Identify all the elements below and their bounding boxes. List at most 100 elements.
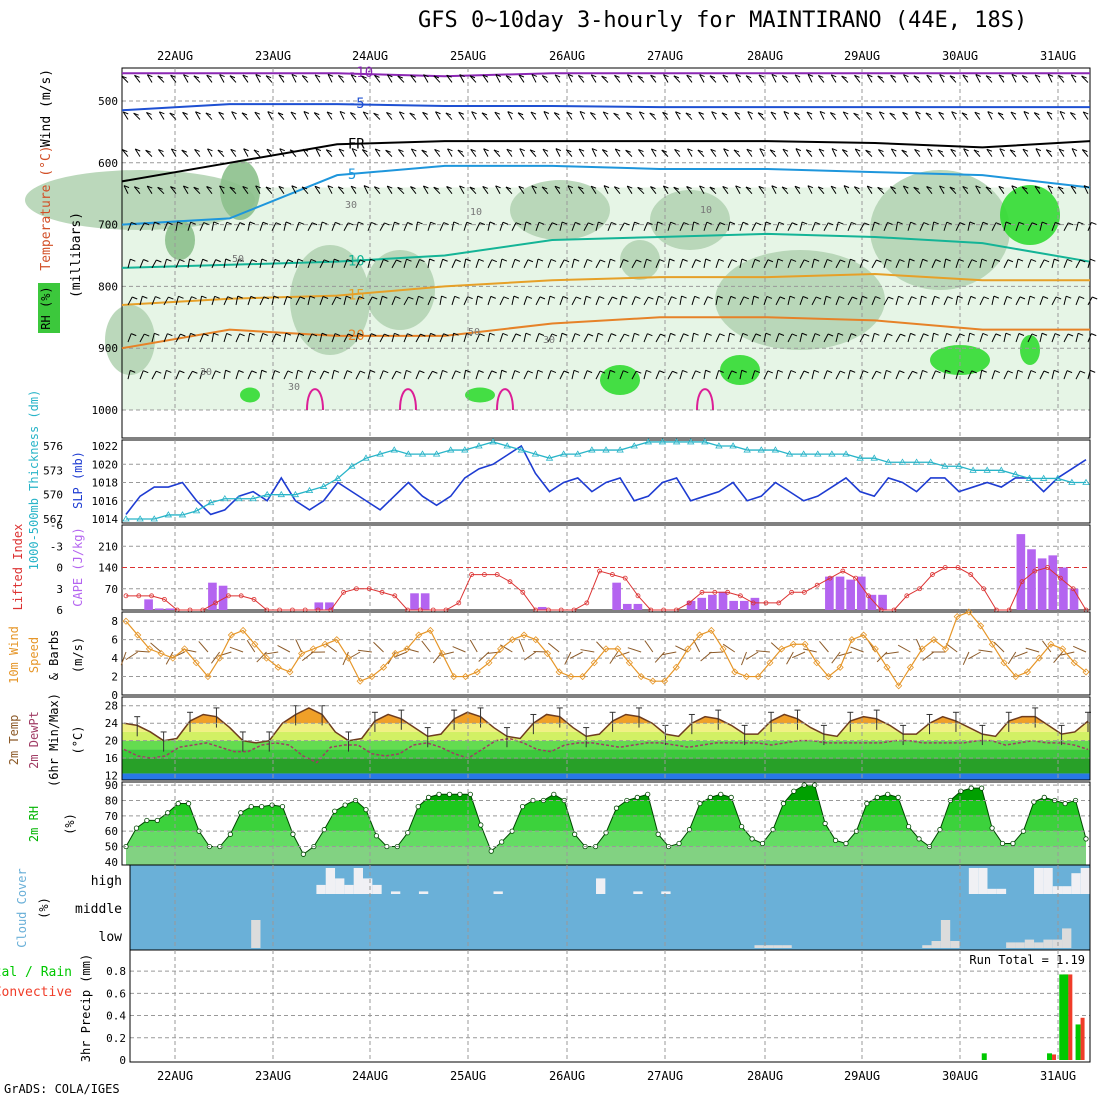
wind-barb-flag [129, 369, 136, 373]
wind-barb-flag [975, 74, 981, 77]
wind-barb [727, 221, 731, 231]
wind-barb-flag [482, 74, 489, 78]
wind-barb [206, 74, 213, 83]
wind-barb-flag [429, 258, 435, 262]
wind-barb-flag [599, 370, 606, 374]
thickness-marker [489, 438, 497, 445]
wind10-axis-label-2: Speed [27, 637, 41, 673]
wind-barb-flag [334, 333, 341, 337]
lifted-index-marker [622, 575, 628, 581]
wind-barb-flag [255, 185, 261, 189]
wind-barb [583, 296, 587, 306]
wind-barb [481, 112, 489, 120]
wind-barb-flag [683, 333, 689, 337]
wind-barb [278, 74, 285, 83]
wind-barb-flag [790, 258, 797, 262]
wind-barb [967, 296, 972, 306]
wind-barb-flag [862, 295, 868, 299]
wind-barb [463, 333, 468, 343]
wind-barb-flag [673, 186, 679, 190]
wind-barb-flag [303, 111, 310, 114]
rh-marker [467, 791, 473, 797]
wind-barb [1057, 186, 1065, 195]
wind-barb [1015, 296, 1021, 306]
lifted-index-marker [494, 572, 500, 577]
cloud-low-bar [940, 920, 951, 948]
wind-barb-flag [674, 148, 680, 152]
wind-barb [235, 296, 239, 306]
wind-barb-10m [373, 641, 384, 653]
wind-barb-flag [483, 148, 489, 152]
wind-barb-flag [587, 333, 594, 337]
wind-barb [715, 333, 721, 343]
wind-barb [1035, 148, 1041, 157]
wind-barb-flag [659, 370, 665, 374]
wind-barb-flag [563, 370, 570, 374]
wind-barb-flag [455, 370, 461, 374]
wind-barb-flag [877, 75, 883, 79]
wind-barb-flag [1071, 74, 1077, 78]
isotherm-label: -10 [348, 65, 373, 81]
wind-barb-flag [242, 74, 249, 78]
wind-barb-flag [298, 333, 305, 336]
isotherm-25 [696, 388, 714, 411]
wind-barb [927, 148, 933, 157]
wind-barb-flag [807, 73, 814, 77]
wind-speed-marker [965, 608, 973, 616]
wind-barb [931, 370, 936, 380]
wind-speed-marker [204, 672, 212, 681]
wind-barb [475, 296, 479, 306]
wind-barb [223, 296, 229, 306]
wind-barb-flag [482, 185, 488, 189]
wind-speed-marker [543, 649, 552, 658]
lifted-index-marker [225, 593, 231, 599]
wind-barb-flag [921, 295, 927, 299]
cloud-high-bar [325, 868, 336, 894]
wind-barb [1087, 222, 1092, 231]
cape-bar [856, 576, 866, 610]
wind-barb [1027, 370, 1032, 380]
wind-barb [327, 74, 333, 83]
wind-barb [547, 333, 553, 343]
wind-barb [139, 296, 143, 306]
wind-speed-marker [1012, 672, 1020, 681]
wind-barb [259, 333, 264, 343]
wind-barb-flag [202, 258, 208, 262]
wind-barb-flag [394, 332, 400, 336]
wind-barb-flag [627, 74, 633, 78]
wind-barb-flag [566, 149, 572, 153]
wind-barb-flag [178, 295, 184, 299]
wind-barb [979, 370, 983, 380]
wind-barb [331, 370, 335, 380]
wind-barb [1051, 333, 1056, 343]
wind-barb [679, 370, 683, 380]
cape-bar [729, 600, 738, 610]
wind-barb-flag [384, 333, 390, 337]
wind-barb [1051, 296, 1057, 306]
cape-bar [633, 603, 643, 610]
wind-barb [495, 185, 501, 194]
rh-band [126, 800, 1086, 816]
wind-speed-marker [579, 672, 587, 681]
wind-barb-flag [434, 148, 440, 152]
wind-barb [649, 112, 657, 120]
wind-barb [565, 149, 573, 157]
wind-barb [458, 111, 465, 120]
rh-tick: 70 [105, 810, 118, 823]
wind-barb [469, 186, 477, 195]
temp-tick: 16 [105, 752, 118, 765]
wind-barb-flag [250, 295, 256, 299]
wind-barb-flag [735, 74, 741, 77]
wind-barb [362, 111, 369, 120]
wind-barb [626, 185, 633, 194]
wind-barb-flag [410, 74, 416, 78]
wind-barb [841, 75, 849, 83]
wind-barb-flag [471, 111, 477, 115]
wind-barb [955, 222, 961, 231]
wind-barb-flag [839, 370, 846, 374]
wind-barb [331, 296, 337, 306]
wind-barb-flag [134, 74, 140, 78]
wind-barb-flag [974, 111, 981, 115]
wind-barb [711, 111, 717, 120]
rh-contour-label: 10 [470, 207, 482, 218]
